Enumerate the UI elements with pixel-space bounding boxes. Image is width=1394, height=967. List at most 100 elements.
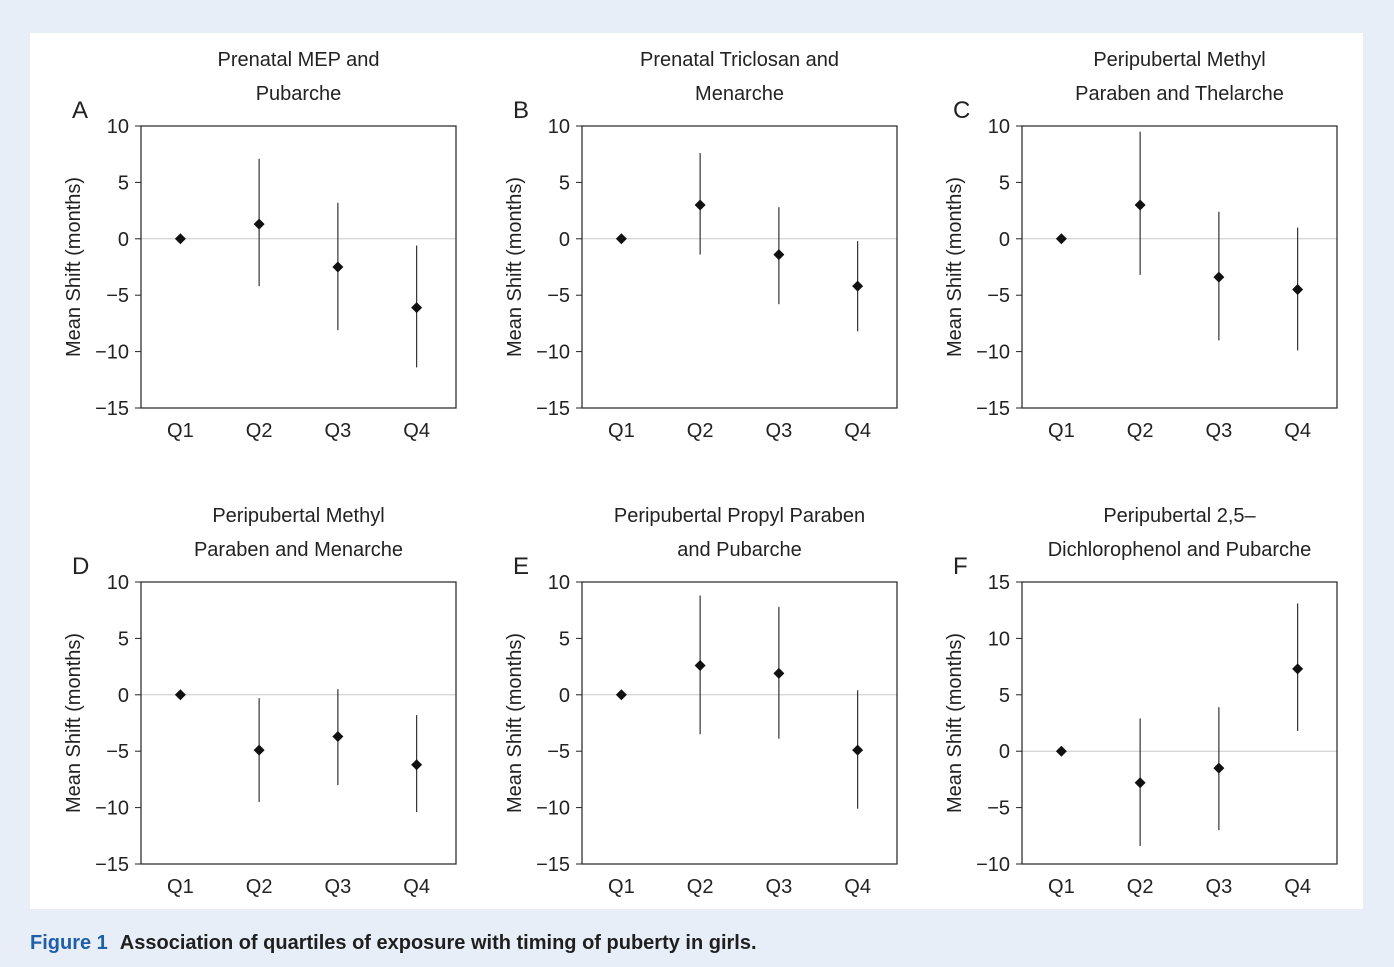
panel-d-title-line-1: Peripubertal Methyl <box>212 505 384 527</box>
panel-c-point <box>1213 271 1225 283</box>
panel-a-title-line-2: Pubarche <box>256 83 342 105</box>
panel-f-ytick-label: 0 <box>999 741 1010 763</box>
panel-b-xtick-label: Q4 <box>844 420 871 442</box>
panel-a-ylabel: Mean Shift (months) <box>63 177 85 357</box>
panel-c-xtick-label: Q3 <box>1206 420 1233 442</box>
panel-a-ytick-label: 0 <box>118 229 129 251</box>
panel-b-ylabel: Mean Shift (months) <box>504 177 526 357</box>
panel-a-point <box>411 302 423 314</box>
panel-a-xtick-label: Q3 <box>325 420 352 442</box>
panel-d-xtick-label: Q1 <box>167 876 194 898</box>
panel-f-point <box>1134 777 1146 789</box>
panel-f-point <box>1213 762 1225 774</box>
panel-b-title-line-2: Menarche <box>695 83 784 105</box>
panel-c-xtick-label: Q4 <box>1284 420 1311 442</box>
panel-c-ytick-label: −5 <box>987 285 1010 307</box>
panel-f-xtick-label: Q3 <box>1206 876 1233 898</box>
panel-e-ytick-label: −5 <box>547 741 570 763</box>
panel-f-ytick-label: 10 <box>988 628 1010 650</box>
panel-d-plot-frame <box>140 581 457 865</box>
panel-e-xtick-label: Q2 <box>687 876 714 898</box>
panel-c-xtick-label: Q1 <box>1048 420 1075 442</box>
panel-f-ytick-label: −5 <box>987 798 1010 820</box>
panel-c-ylabel: Mean Shift (months) <box>944 177 966 357</box>
figure-caption: Figure 1 Association of quartiles of expo… <box>30 932 757 955</box>
panel-e-ytick-label: 10 <box>548 572 570 594</box>
panel-e-xtick-label: Q4 <box>844 876 871 898</box>
panel-b-point <box>852 280 864 292</box>
panel-a-title-line-1: Prenatal MEP and <box>218 49 380 71</box>
panel-e-title-line-1: Peripubertal Propyl Paraben <box>614 505 865 527</box>
panel-c-point <box>1292 284 1304 296</box>
panel-c-ytick-label: 5 <box>999 172 1010 194</box>
panel-f-xtick-label: Q2 <box>1127 876 1154 898</box>
panel-d-ytick-label: 0 <box>118 685 129 707</box>
panel-d-point <box>174 689 186 701</box>
panel-e-ylabel: Mean Shift (months) <box>504 633 526 813</box>
panel-d-letter: D <box>72 553 89 580</box>
panel-f-title-line-1: Peripubertal 2,5– <box>1103 505 1256 527</box>
panel-d-ytick-label: −10 <box>95 798 129 820</box>
panel-c-title-line-1: Peripubertal Methyl <box>1093 49 1265 71</box>
panel-e-ytick-label: 0 <box>559 685 570 707</box>
panel-d-title-line-2: Paraben and Menarche <box>194 539 403 561</box>
panel-a-xtick-label: Q1 <box>167 420 194 442</box>
panel-f-point <box>1055 745 1067 757</box>
panel-c-letter: C <box>953 97 970 124</box>
panel-e-point <box>773 667 785 679</box>
panel-f-point <box>1292 663 1304 675</box>
panel-c-title-line-2: Paraben and Thelarche <box>1075 83 1284 105</box>
panel-e-point <box>694 659 706 671</box>
panel-a-ytick-label: −10 <box>95 342 129 364</box>
panel-d-xtick-label: Q3 <box>325 876 352 898</box>
panel-d-ytick-label: 5 <box>118 628 129 650</box>
panel-c-ytick-label: −15 <box>976 398 1010 420</box>
panel-b-point <box>694 199 706 211</box>
panel-d-point <box>253 744 265 756</box>
panel-d-ytick-label: −5 <box>106 741 129 763</box>
panel-f-xtick-label: Q4 <box>1284 876 1311 898</box>
panel-e-point <box>852 744 864 756</box>
panel-a-point <box>332 261 344 273</box>
panel-b-title-line-1: Prenatal Triclosan and <box>640 49 839 71</box>
panel-b-ytick-label: 0 <box>559 229 570 251</box>
panel-c-xtick-label: Q2 <box>1127 420 1154 442</box>
panel-b-letter: B <box>513 97 529 124</box>
panel-f-ytick-label: 5 <box>999 685 1010 707</box>
panel-b-point <box>615 233 627 245</box>
panel-a-plot-frame <box>140 125 457 409</box>
panel-b-xtick-label: Q2 <box>687 420 714 442</box>
panel-b-ytick-label: −10 <box>536 342 570 364</box>
panel-e-point <box>615 689 627 701</box>
panel-a-letter: A <box>72 97 88 124</box>
panel-c-point <box>1134 199 1146 211</box>
panel-d-xtick-label: Q4 <box>403 876 430 898</box>
panel-a-ytick-label: 5 <box>118 172 129 194</box>
panel-d-xtick-label: Q2 <box>246 876 273 898</box>
panel-b-ytick-label: 5 <box>559 172 570 194</box>
panel-a-xtick-label: Q2 <box>246 420 273 442</box>
panel-f-ytick-label: 15 <box>988 572 1010 594</box>
panel-f-ytick-label: −10 <box>976 854 1010 876</box>
panel-e-letter: E <box>513 553 529 580</box>
panel-b-xtick-label: Q3 <box>766 420 793 442</box>
panel-a-ytick-label: 10 <box>107 116 129 138</box>
panel-f-xtick-label: Q1 <box>1048 876 1075 898</box>
panel-e-ytick-label: −10 <box>536 798 570 820</box>
panel-e-ytick-label: 5 <box>559 628 570 650</box>
figure-caption-label: Figure 1 <box>30 932 108 954</box>
panel-c-ytick-label: 0 <box>999 229 1010 251</box>
panel-a-point <box>174 233 186 245</box>
panel-e-plot-frame <box>581 581 898 865</box>
panel-d-point <box>411 759 423 771</box>
panel-e-ytick-label: −15 <box>536 854 570 876</box>
panel-b-point <box>773 249 785 261</box>
panel-d-ytick-label: 10 <box>107 572 129 594</box>
panel-d-point <box>332 731 344 743</box>
panel-c-ytick-label: 10 <box>988 116 1010 138</box>
panel-a-ytick-label: −5 <box>106 285 129 307</box>
panel-c-point <box>1055 233 1067 245</box>
figure-caption-text: Association of quartiles of exposure wit… <box>119 932 757 954</box>
panel-b-ytick-label: −15 <box>536 398 570 420</box>
